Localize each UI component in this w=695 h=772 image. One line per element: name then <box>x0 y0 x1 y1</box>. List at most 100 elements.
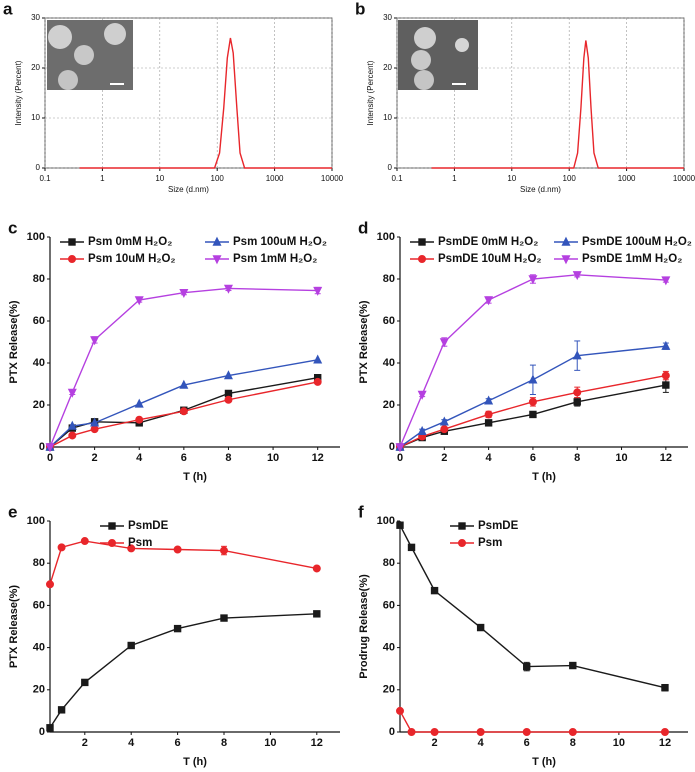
marker <box>440 425 449 434</box>
marker <box>396 706 404 715</box>
series-line <box>431 40 684 169</box>
marker <box>522 728 531 736</box>
marker <box>223 284 233 294</box>
marker <box>528 374 538 384</box>
legend-label: Psm 0mM H₂O₂ <box>88 236 172 248</box>
marker <box>660 728 669 736</box>
x-tick-label: 2 <box>431 737 437 749</box>
series-line <box>79 37 332 169</box>
x-tick-label: 10 <box>155 174 164 183</box>
x-tick-label: 4 <box>128 737 135 749</box>
marker <box>407 728 416 736</box>
y-tick-label: 100 <box>377 515 395 527</box>
y-tick-label: 10 <box>383 113 392 122</box>
y-tick-label: 40 <box>383 642 395 654</box>
panel-label: a <box>3 0 13 18</box>
marker <box>313 286 323 296</box>
x-tick-label: 0.1 <box>39 174 51 183</box>
marker <box>179 288 189 298</box>
marker <box>573 398 581 406</box>
legend-label: Psm <box>478 537 502 549</box>
y-tick-label: 40 <box>33 357 45 369</box>
legend-marker <box>68 238 76 246</box>
x-tick-label: 0.1 <box>391 174 403 183</box>
series-line <box>49 613 317 729</box>
marker <box>223 370 233 380</box>
x-tick-label: 8 <box>574 452 580 464</box>
marker <box>569 661 577 670</box>
x-tick-label: 4 <box>136 452 143 464</box>
y-tick-label: 20 <box>33 399 45 411</box>
y-tick-label: 80 <box>383 273 395 285</box>
panel-label: c <box>8 218 17 237</box>
x-tick-label: 8 <box>221 737 227 749</box>
marker <box>67 420 77 430</box>
y-tick-label: 0 <box>389 441 395 453</box>
y-axis-title: Intensity (Percent) <box>366 60 375 125</box>
chart-panel: e 0 20 40 60 80 100 2 4 6 8 10 12 T (h) PTX Release(%)… <box>8 502 340 768</box>
marker <box>179 407 188 416</box>
y-tick-label: 0 <box>39 441 45 453</box>
marker <box>484 410 493 419</box>
legend-label: PsmDE <box>478 520 519 532</box>
marker <box>90 417 100 427</box>
chart-panel: f 0 20 40 60 80 100 2 4 6 8 10 12 T (h) Prodrug Releas… <box>358 502 688 768</box>
y-tick-label: 100 <box>27 515 45 527</box>
marker <box>476 728 485 736</box>
y-tick-label: 60 <box>383 599 395 611</box>
marker <box>57 543 66 552</box>
particle <box>104 23 126 45</box>
marker <box>220 614 228 622</box>
x-tick-label: 2 <box>92 452 98 464</box>
marker <box>173 624 182 633</box>
marker <box>220 546 228 555</box>
series-line <box>49 540 317 585</box>
x-axis-title: T (h) <box>532 471 556 483</box>
x-tick-label: 1000 <box>618 174 636 183</box>
x-tick-label: 0 <box>397 452 403 464</box>
marker <box>90 336 100 346</box>
marker <box>179 379 189 389</box>
x-tick-label: 1 <box>100 174 105 183</box>
x-axis-title: T (h) <box>183 756 207 768</box>
y-tick-label: 60 <box>383 315 395 327</box>
marker <box>430 728 439 736</box>
y-tick-label: 30 <box>31 13 40 22</box>
legend-marker <box>212 236 222 246</box>
x-tick-label: 6 <box>181 452 187 464</box>
y-tick-label: 80 <box>33 273 45 285</box>
particle <box>58 70 78 90</box>
marker <box>224 389 233 398</box>
chart-panel: c 0 20 40 60 80 100 0 2 4 6 8 10 12 T (h) PTX Release(%… <box>8 218 340 483</box>
legend-label: PsmDE 100uM H₂O₂ <box>582 236 692 248</box>
legend-label: PsmDE 1mM H₂O₂ <box>582 253 682 265</box>
legend-label: Psm 1mM H₂O₂ <box>233 253 317 265</box>
legend-label: PsmDE 10uM H₂O₂ <box>438 253 542 265</box>
panel-label: b <box>355 0 365 18</box>
x-tick-label: 1000 <box>266 174 284 183</box>
particle <box>414 27 436 49</box>
x-tick-label: 12 <box>659 737 671 749</box>
tem-image <box>398 20 478 90</box>
marker <box>484 395 494 405</box>
marker <box>173 545 182 554</box>
y-tick-label: 20 <box>31 63 40 72</box>
marker <box>68 431 77 440</box>
y-tick-label: 80 <box>383 557 395 569</box>
x-axis-title: Size (d.nm) <box>520 185 561 194</box>
marker <box>573 388 582 397</box>
y-tick-label: 0 <box>389 726 395 738</box>
series-line <box>49 359 318 448</box>
x-tick-label: 2 <box>82 737 88 749</box>
x-tick-label: 4 <box>486 452 493 464</box>
marker <box>439 416 449 426</box>
particle <box>74 45 94 65</box>
panel-label: f <box>358 502 364 521</box>
x-tick-label: 12 <box>660 452 672 464</box>
particle <box>455 38 469 52</box>
legend-marker <box>458 539 466 547</box>
series-line <box>399 274 666 448</box>
x-tick-label: 8 <box>570 737 576 749</box>
x-tick-label: 100 <box>563 174 577 183</box>
x-tick-label: 10 <box>264 737 276 749</box>
